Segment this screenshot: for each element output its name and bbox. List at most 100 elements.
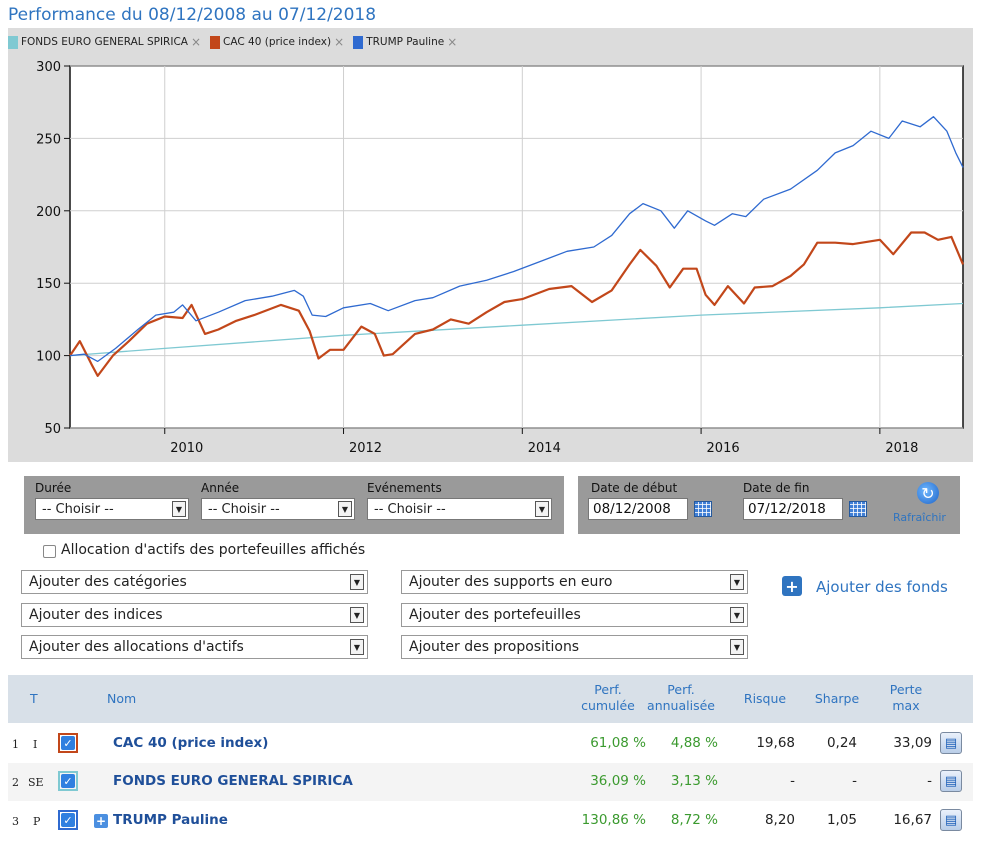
date-debut-input[interactable]: 08/12/2008 [588, 498, 688, 520]
evenements-label: Evénements [367, 481, 442, 495]
col-perf-annualisee: Perf. annualisée [639, 682, 723, 714]
series-checkbox[interactable]: ✓ [58, 810, 78, 830]
chevron-down-icon: ▼ [172, 501, 186, 517]
series-name-link[interactable]: TRUMP Pauline [113, 812, 228, 828]
check-icon: ✓ [61, 774, 75, 788]
select-value: Ajouter des supports en euro [409, 574, 613, 590]
chart-legend: FONDS EURO GENERAL SPIRICA × CAC 40 (pri… [8, 33, 457, 51]
x-tick-label: 2014 [528, 441, 561, 456]
duree-label: Durée [35, 481, 72, 495]
header-text: annualisée [647, 698, 715, 713]
evenements-select[interactable]: -- Choisir -- ▼ [367, 498, 552, 520]
risque: 19,68 [756, 735, 795, 751]
col-type: T [30, 691, 38, 706]
series-line-trump-pauline [69, 116, 964, 363]
y-tick-label: 100 [36, 350, 61, 365]
y-tick-label: 150 [36, 277, 61, 292]
annee-label: Année [201, 481, 240, 495]
y-tick-label: 300 [36, 60, 61, 75]
col-sharpe: Sharpe [814, 691, 860, 706]
select-value: Ajouter des indices [29, 607, 163, 623]
refresh-button[interactable]: Rafraîchir [893, 511, 946, 524]
series-name-link[interactable]: CAC 40 (price index) [113, 735, 269, 751]
risque: 8,20 [764, 812, 795, 828]
y-tick-label: 200 [36, 205, 61, 220]
expand-icon[interactable]: + [94, 814, 108, 828]
table-header: T Nom Perf. cumulée Perf. annualisée Ris… [8, 675, 973, 723]
legend-item-fonds-euro: FONDS EURO GENERAL SPIRICA × [8, 35, 201, 49]
chevron-down-icon: ▼ [338, 501, 352, 517]
export-icon[interactable]: ▤ [940, 732, 962, 754]
page-title: Performance du 08/12/2008 au 07/12/2018 [8, 5, 377, 25]
chevron-down-icon: ▼ [535, 501, 549, 517]
export-icon[interactable]: ▤ [940, 809, 962, 831]
table-row: 2 SE ✓ FONDS EURO GENERAL SPIRICA 36,09 … [8, 763, 973, 801]
perf-cumulee: 61,08 % [590, 735, 646, 751]
x-tick-label: 2012 [349, 441, 382, 456]
calendar-icon[interactable] [694, 501, 712, 517]
series-checkbox[interactable]: ✓ [58, 771, 78, 791]
series-checkbox[interactable]: ✓ [58, 733, 78, 753]
row-type: SE [28, 776, 44, 789]
select-value: Ajouter des allocations d'actifs [29, 639, 244, 655]
legend-swatch [353, 35, 364, 49]
ajouter-categories-select[interactable]: Ajouter des catégories ▼ [21, 570, 368, 594]
x-tick-label: 2018 [885, 441, 918, 456]
perf-cumulee: 36,09 % [590, 773, 646, 789]
header-text: Perf. [594, 682, 622, 697]
check-icon: ✓ [61, 736, 75, 750]
legend-swatch [210, 35, 221, 49]
allocation-checkbox[interactable] [43, 545, 56, 558]
ajouter-supports-euro-select[interactable]: Ajouter des supports en euro ▼ [401, 570, 748, 594]
row-type: P [33, 815, 41, 828]
allocation-label: Allocation d'actifs des portefeuilles af… [61, 542, 366, 558]
check-icon: ✓ [61, 813, 75, 827]
ajouter-propositions-select[interactable]: Ajouter des propositions ▼ [401, 635, 748, 659]
header-text: Perf. [667, 682, 695, 697]
ajouter-portefeuilles-select[interactable]: Ajouter des portefeuilles ▼ [401, 603, 748, 627]
perte-max: 33,09 [893, 735, 932, 751]
table-row: 1 I ✓ CAC 40 (price index) 61,08 % 4,88 … [8, 725, 973, 763]
perte-max: - [927, 773, 932, 789]
series-name-link[interactable]: FONDS EURO GENERAL SPIRICA [113, 773, 353, 789]
annee-select[interactable]: -- Choisir -- ▼ [201, 498, 355, 520]
chevron-down-icon: ▼ [730, 639, 744, 655]
chevron-down-icon: ▼ [730, 607, 744, 623]
date-fin-input[interactable]: 07/12/2018 [743, 498, 843, 520]
remove-series-icon[interactable]: × [334, 35, 345, 49]
row-index: 2 [12, 776, 19, 789]
ajouter-allocations-select[interactable]: Ajouter des allocations d'actifs ▼ [21, 635, 368, 659]
series-line-cac40 [69, 231, 965, 377]
sharpe: - [852, 773, 857, 789]
risque: - [790, 773, 795, 789]
y-tick-label: 250 [36, 132, 61, 147]
perf-annualisee: 4,88 % [670, 735, 718, 751]
performance-chart: 300 250 200 150 100 50 2010 2012 2014 2016 2018 [36, 60, 965, 456]
x-tick-label: 2010 [170, 441, 203, 456]
legend-item-cac40: CAC 40 (price index) × [210, 35, 344, 49]
date-debut-label: Date de début [591, 481, 678, 495]
ajouter-fonds-link[interactable]: Ajouter des fonds [816, 578, 948, 596]
calendar-icon[interactable] [849, 501, 867, 517]
col-perf-cumulee: Perf. cumulée [568, 682, 648, 714]
legend-item-trump-pauline: TRUMP Pauline × [353, 35, 457, 49]
col-risque: Risque [743, 691, 787, 706]
remove-series-icon[interactable]: × [447, 35, 458, 49]
x-tick-label: 2016 [707, 441, 740, 456]
chevron-down-icon: ▼ [730, 574, 744, 590]
plot-area [69, 65, 964, 429]
legend-label: TRUMP Pauline [366, 36, 445, 48]
legend-label: CAC 40 (price index) [223, 36, 332, 48]
select-value: Ajouter des catégories [29, 574, 187, 590]
series-line-fonds-euro [69, 302, 964, 357]
filter-box-periode: Durée Année Evénements -- Choisir -- ▼ -… [24, 476, 564, 534]
remove-series-icon[interactable]: × [190, 35, 202, 49]
add-icon[interactable]: + [782, 576, 802, 596]
chevron-down-icon: ▼ [350, 574, 364, 590]
refresh-icon[interactable]: ↻ [917, 482, 939, 504]
legend-label: FONDS EURO GENERAL SPIRICA [21, 36, 188, 48]
duree-select[interactable]: -- Choisir -- ▼ [35, 498, 189, 520]
ajouter-indices-select[interactable]: Ajouter des indices ▼ [21, 603, 368, 627]
export-icon[interactable]: ▤ [940, 770, 962, 792]
select-value: Ajouter des portefeuilles [409, 607, 581, 623]
